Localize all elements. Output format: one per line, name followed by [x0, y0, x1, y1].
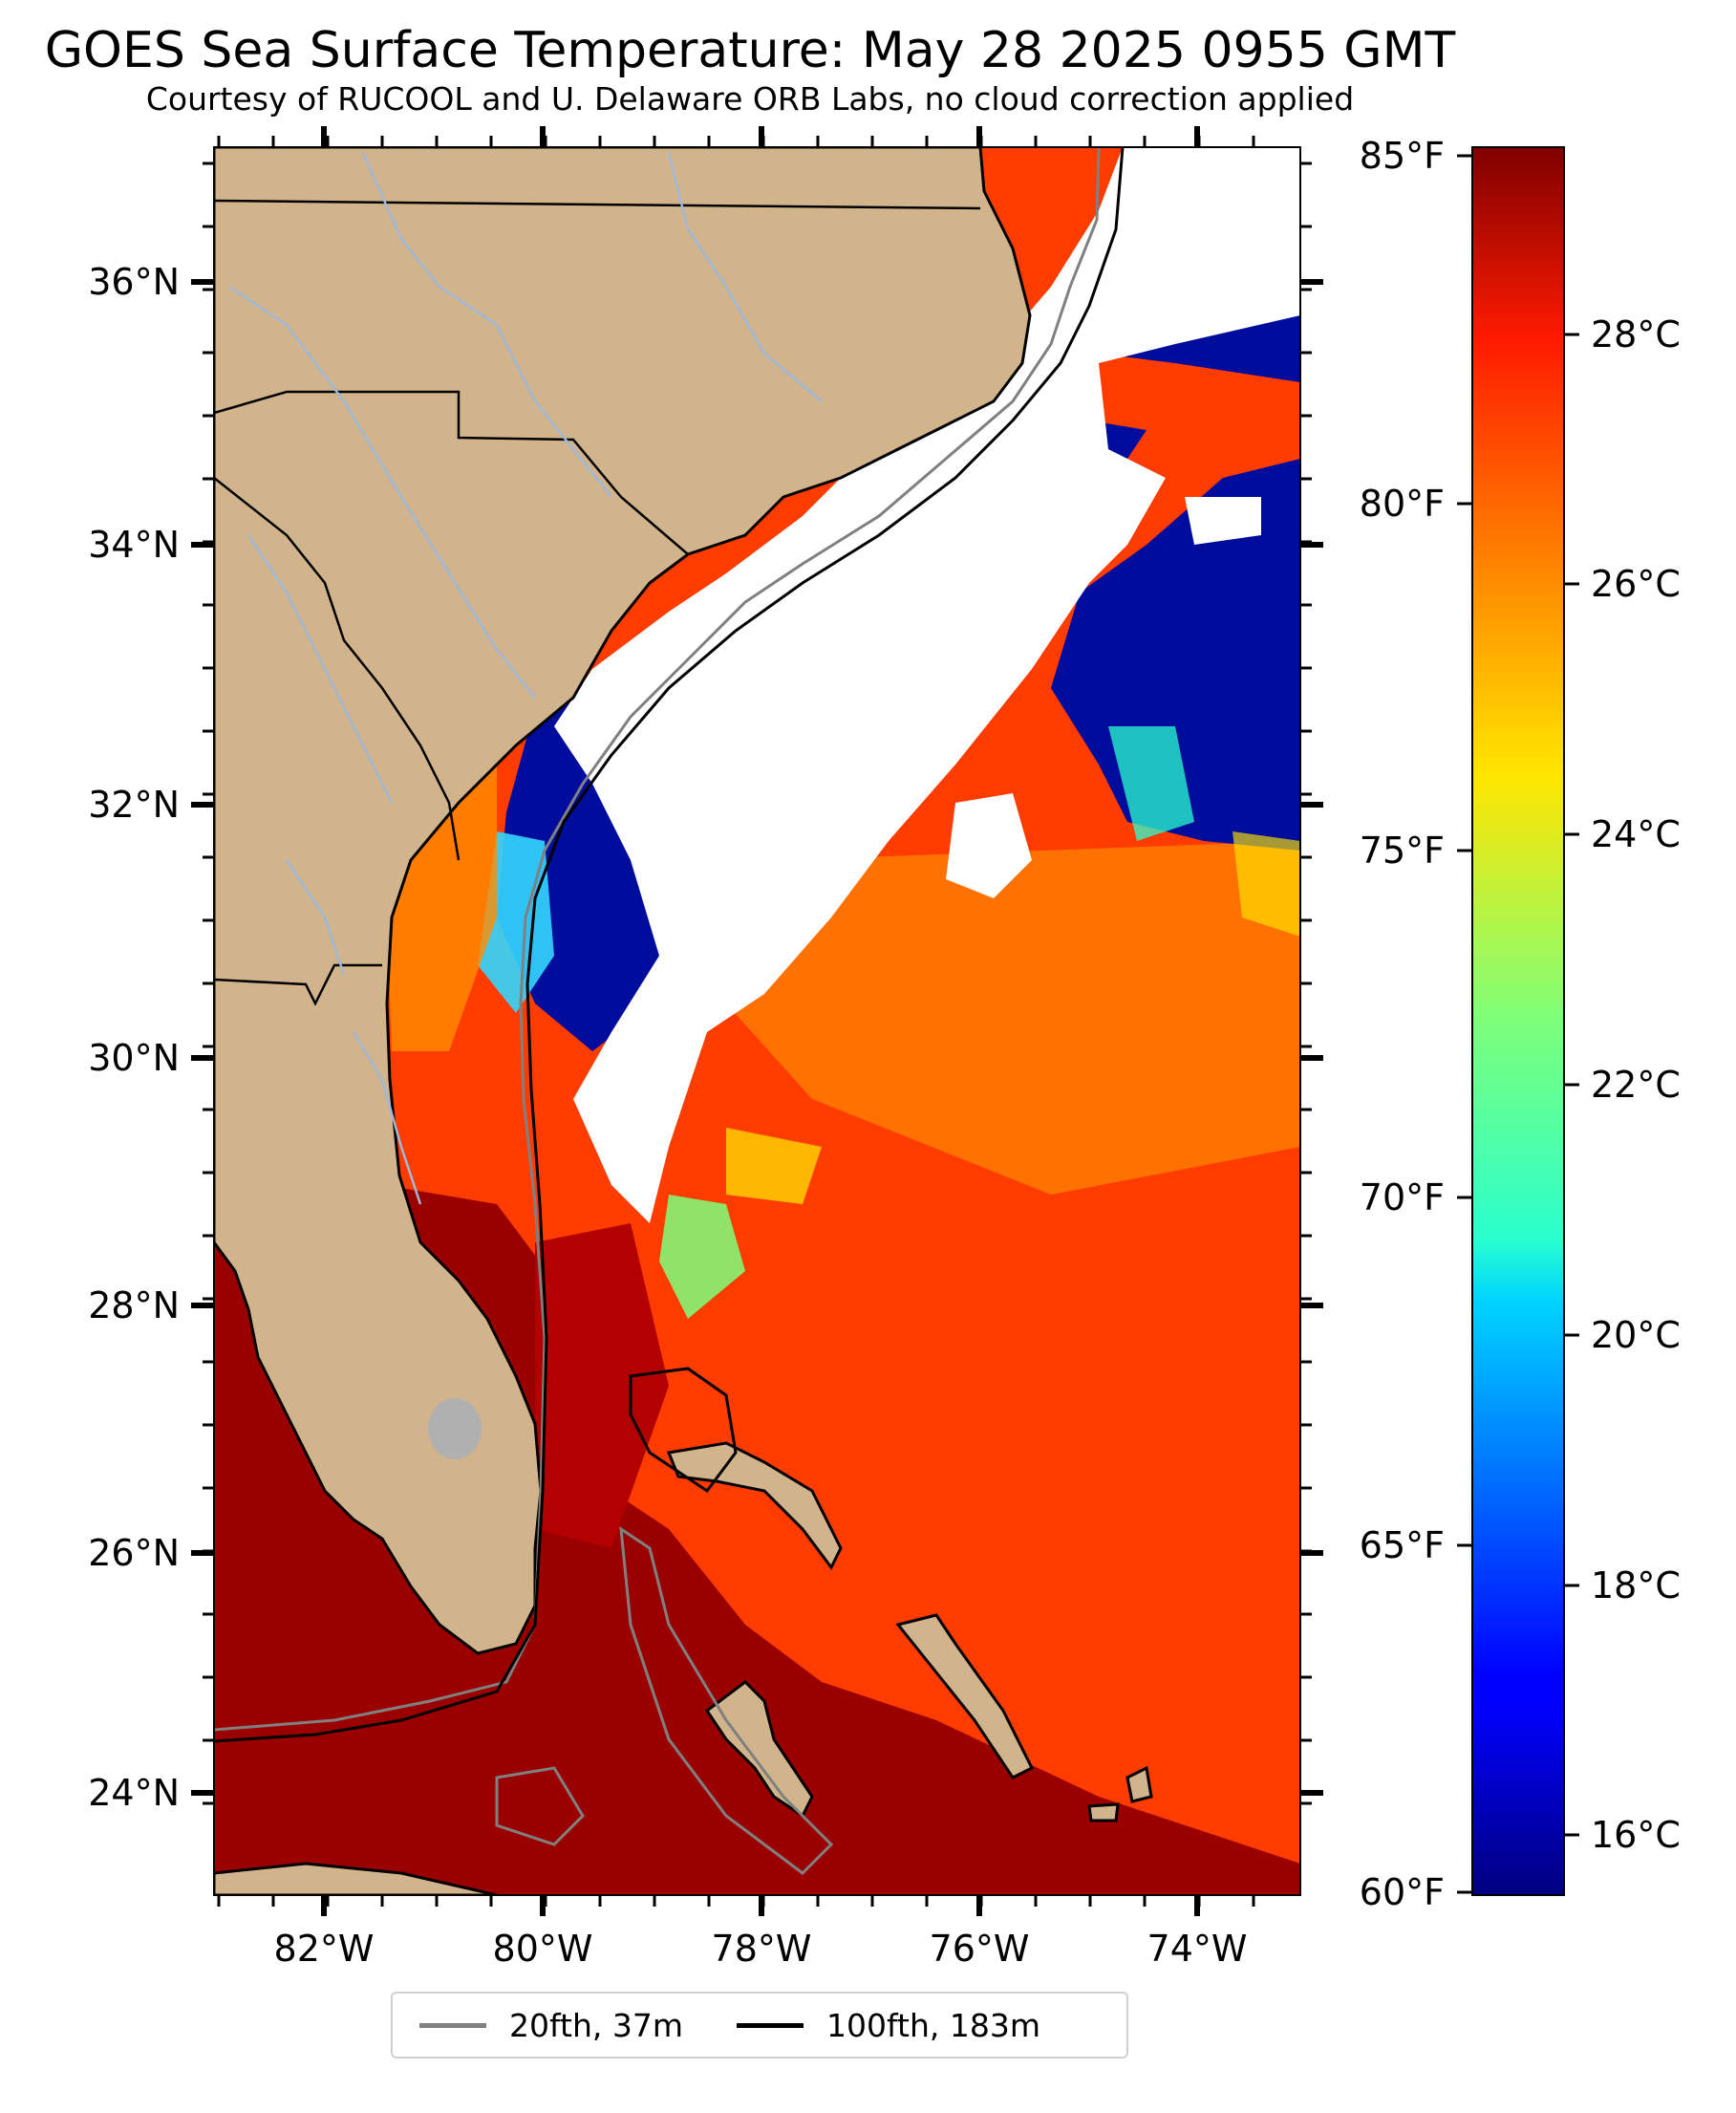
fahrenheit-label: 75°F: [1360, 830, 1445, 872]
warm-water-region: [726, 841, 1300, 1195]
map-subtitle: Courtesy of RUCOOL and U. Delaware ORB L…: [145, 80, 1355, 118]
fahrenheit-label: 80°F: [1360, 483, 1445, 525]
celsius-label: 20°C: [1591, 1314, 1681, 1356]
fahrenheit-label: 65°F: [1360, 1524, 1445, 1566]
lat-label: 36°N: [88, 261, 180, 303]
lat-label: 32°N: [88, 784, 180, 826]
lat-label: 34°N: [88, 524, 180, 566]
lat-label: 24°N: [88, 1772, 180, 1814]
legend-entry-100fth: 100fth, 183m: [710, 2007, 1040, 2044]
cold-water-region: [1051, 459, 1300, 851]
colorbar-ticks: [1457, 154, 1579, 1894]
fahrenheit-label: 60°F: [1360, 1871, 1445, 1913]
lat-label: 26°N: [88, 1532, 180, 1574]
celsius-label: 24°C: [1591, 813, 1681, 855]
map-axis-labels: 36°N 34°N 32°N 30°N 28°N 26°N 24°N 82°W 80°W 78°W…: [88, 261, 1247, 1970]
lon-label: 82°W: [274, 1928, 375, 1970]
colorbar-labels: 85°F 80°F 75°F 70°F 65°F 60°F 28°C 26°C 24°C 22°C…: [1360, 135, 1681, 1913]
legend-line-black: [737, 2022, 804, 2028]
map-title: GOES Sea Surface Temperature: May 28 202…: [44, 22, 1456, 79]
bahamas-islands: [666, 1441, 1153, 1822]
lat-label: 28°N: [88, 1284, 180, 1326]
lon-label: 80°W: [493, 1928, 593, 1970]
legend-label-20fth: 20fth, 37m: [509, 2006, 683, 2044]
celsius-label: 26°C: [1591, 563, 1681, 605]
legend-line-gray: [419, 2022, 486, 2028]
cloud-mask: [554, 147, 1300, 1223]
map-ticks: [191, 126, 1323, 1916]
lat-label: 30°N: [88, 1037, 180, 1079]
state-borders: [214, 199, 981, 1006]
map-frame: [213, 146, 1301, 1896]
legend-label-100fth: 100fth, 183m: [826, 2006, 1040, 2044]
lon-label: 74°W: [1147, 1928, 1248, 1970]
lake-okeechobee: [428, 1398, 482, 1459]
rivers: [228, 152, 823, 1205]
celsius-label: 28°C: [1591, 313, 1681, 356]
contour-100fth: [214, 147, 1125, 1743]
map-area: [214, 147, 1300, 1895]
fahrenheit-label: 85°F: [1360, 135, 1445, 177]
fahrenheit-label: 70°F: [1360, 1176, 1445, 1218]
legend-entry-20fth: 20fth, 37m: [393, 2007, 683, 2044]
celsius-label: 18°C: [1591, 1564, 1681, 1606]
lon-label: 76°W: [930, 1928, 1030, 1970]
depth-legend: 20fth, 37m 100fth, 183m: [391, 1992, 1128, 2059]
celsius-label: 16°C: [1591, 1814, 1681, 1856]
celsius-label: 22°C: [1591, 1064, 1681, 1106]
lon-label: 78°W: [712, 1928, 812, 1970]
colorbar: [1471, 146, 1565, 1896]
